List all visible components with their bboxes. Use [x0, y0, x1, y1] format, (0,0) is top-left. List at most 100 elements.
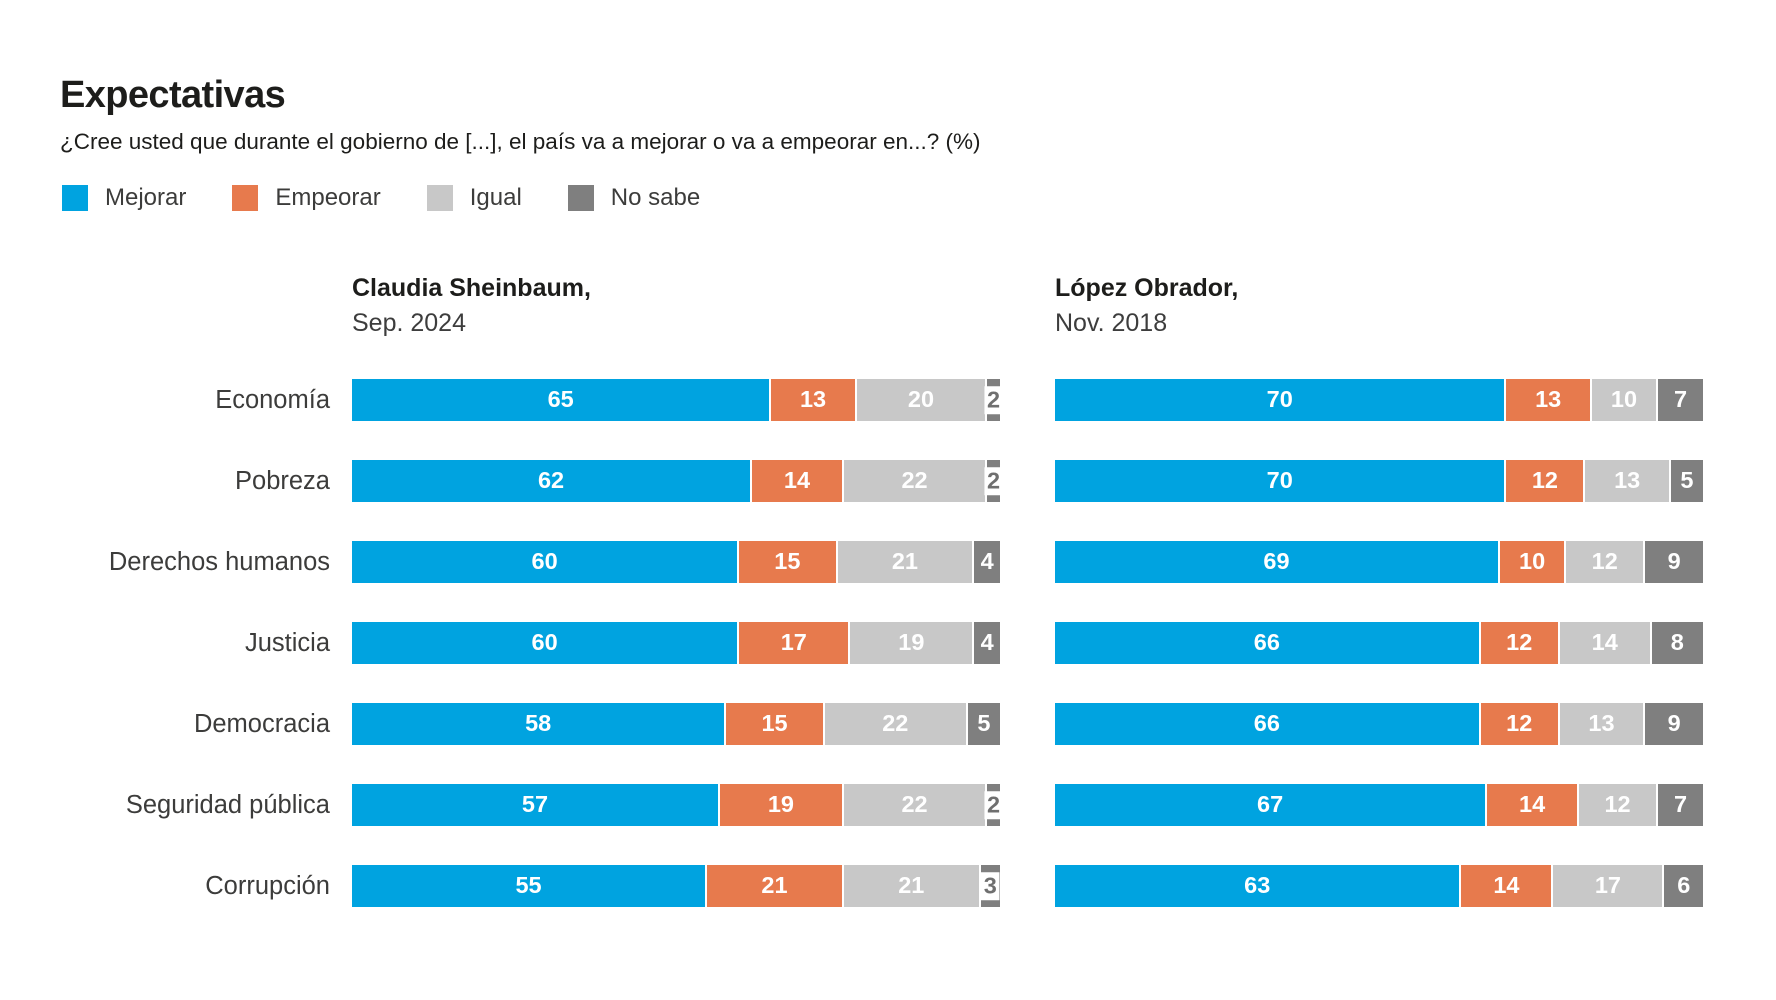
segment-empeorar: 21: [707, 865, 842, 907]
segment-empeorar: 13: [771, 379, 855, 421]
segment-mejorar: 58: [352, 703, 725, 745]
segment-value: 12: [1506, 710, 1533, 737]
category-label-pobreza: Pobreza: [235, 466, 330, 495]
legend-item-no-sabe: No sabe: [567, 184, 701, 212]
segment-igual: 22: [843, 784, 986, 826]
empeorar-swatch-icon: [232, 185, 259, 211]
legend-label: Mejorar: [105, 184, 187, 211]
segment-empeorar: 19: [719, 784, 842, 826]
category-label-economia: Economía: [215, 385, 330, 414]
bar-derechos-humanos: 69 10 12 9: [1055, 541, 1704, 583]
bar-pobreza: 62 14 22 2: [352, 460, 1004, 502]
segment-empeorar: 12: [1480, 703, 1558, 745]
bar-seguridad-publica: 57 19 22 2: [352, 784, 1004, 826]
segment-no-sabe: 9: [1645, 703, 1703, 745]
segment-mejorar: 60: [352, 622, 738, 664]
segment-empeorar: 15: [739, 541, 836, 583]
bar-justicia: 60 17 19 4: [352, 622, 1001, 664]
segment-value: 60: [531, 548, 558, 575]
segment-value: 57: [521, 791, 549, 818]
segment-empeorar: 12: [1480, 622, 1558, 664]
segment-value: 2: [984, 386, 1004, 414]
segment-mejorar: 60: [352, 541, 738, 583]
legend-item-mejorar: Mejorar: [62, 184, 186, 212]
segment-value: 70: [1266, 467, 1293, 494]
category-labels: Economía Pobreza Derechos humanos Justicia D…: [0, 379, 330, 946]
segment-value: 13: [799, 386, 827, 413]
segment-mejorar: 70: [1055, 460, 1505, 502]
category-label-democracia: Democracia: [193, 709, 330, 738]
segment-empeorar: 10: [1499, 541, 1565, 583]
segment-value: 12: [1506, 629, 1533, 656]
segment-value: 22: [901, 791, 928, 818]
category-label-corrupcion: Corrupción: [205, 871, 330, 900]
bar-pobreza: 70 12 13 5: [1055, 460, 1703, 502]
category-label-seguridad-publica: Seguridad pública: [125, 790, 330, 819]
segment-igual: 20: [856, 379, 986, 421]
segment-no-sabe: 5: [967, 703, 1000, 745]
segment-value: 2: [984, 467, 1004, 495]
chart-panel-lopez-obrador: 70 13 10 7 70 12 13 5 69 10 12 9 66 12 14 8 66 12 13 9 67 14 1…: [1055, 379, 1704, 946]
segment-igual: 13: [1585, 460, 1669, 502]
chart-subtitle: ¿Cree usted que durante el gobierno de […: [60, 129, 981, 154]
segment-value: 12: [1591, 548, 1618, 575]
segment-value: 10: [1610, 386, 1638, 413]
segment-value: 55: [515, 872, 542, 899]
category-label-derechos-humanos: Derechos humanos: [108, 547, 330, 576]
legend-label: No sabe: [610, 184, 701, 211]
mejorar-swatch-icon: [62, 185, 88, 211]
segment-value: 9: [1667, 710, 1681, 737]
bar-economia: 65 13 20 2: [352, 379, 1004, 421]
segment-value: 22: [882, 710, 909, 737]
segment-igual: 13: [1559, 703, 1644, 745]
bar-corrupcion: 63 14 17 6: [1055, 865, 1703, 907]
chart-panel-sheinbaum: 65 13 20 2 62 14 22 2 60 15 21 4 60 17 19 4 58 15 22 5 57 19 2…: [352, 379, 1004, 946]
segment-value: 14: [1591, 629, 1618, 656]
segment-value: 17: [780, 629, 807, 656]
bar-justicia: 66 12 14 8: [1055, 622, 1703, 664]
segment-value: 15: [774, 548, 801, 575]
column-header-sheinbaum: Claudia Sheinbaum, Sep. 2024: [352, 276, 591, 336]
legend-item-igual: Igual: [426, 184, 522, 212]
segment-value: 12: [1604, 791, 1631, 818]
segment-mejorar: 66: [1055, 622, 1479, 664]
segment-igual: 22: [843, 460, 986, 502]
segment-value: 19: [898, 629, 925, 656]
segment-empeorar: 12: [1506, 460, 1584, 502]
segment-mejorar: 66: [1055, 703, 1479, 745]
segment-igual: 19: [850, 622, 973, 664]
segment-empeorar: 14: [752, 460, 842, 502]
segment-empeorar: 14: [1487, 784, 1578, 826]
segment-value: 9: [1667, 548, 1681, 575]
segment-value: 7: [1673, 386, 1688, 413]
segment-value: 2: [984, 791, 1004, 819]
segment-mejorar: 67: [1055, 784, 1486, 826]
segment-no-sabe: 2: [984, 460, 1004, 502]
segment-no-sabe: 3: [980, 865, 1000, 907]
segment-mejorar: 55: [352, 865, 706, 907]
segment-igual: 14: [1559, 622, 1650, 664]
segment-mejorar: 69: [1055, 541, 1498, 583]
no-sabe-swatch-icon: [567, 185, 594, 211]
segment-no-sabe: 4: [974, 541, 1000, 583]
segment-value: 5: [977, 710, 991, 737]
segment-no-sabe: 4: [974, 622, 1001, 664]
segment-value: 21: [891, 548, 918, 575]
segment-empeorar: 14: [1461, 865, 1552, 907]
segment-igual: 10: [1591, 379, 1657, 421]
segment-value: 4: [980, 629, 994, 656]
segment-value: 6: [1677, 872, 1691, 899]
segment-value: 13: [1535, 386, 1562, 413]
segment-value: 7: [1673, 791, 1688, 818]
segment-value: 62: [537, 467, 565, 494]
segment-value: 19: [767, 791, 794, 818]
segment-value: 21: [898, 872, 925, 899]
segment-value: 60: [531, 629, 558, 656]
segment-value: 14: [1519, 791, 1546, 818]
segment-igual: 12: [1566, 541, 1644, 583]
legend-label: Igual: [469, 184, 522, 211]
segment-no-sabe: 5: [1670, 460, 1703, 502]
segment-value: 70: [1266, 386, 1293, 413]
segment-igual: 22: [824, 703, 966, 745]
segment-value: 8: [1670, 629, 1684, 656]
